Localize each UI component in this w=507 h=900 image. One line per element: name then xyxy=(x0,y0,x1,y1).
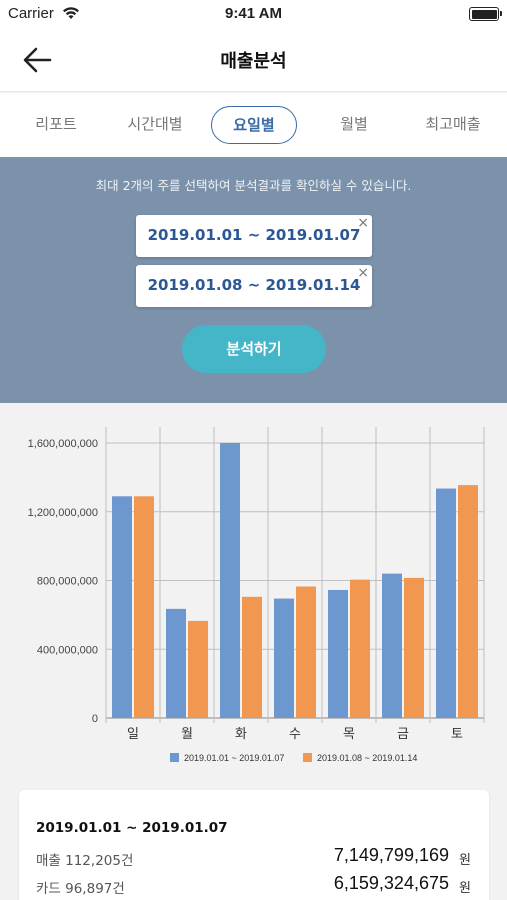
bar xyxy=(188,620,208,718)
clear-icon[interactable]: × xyxy=(357,215,369,231)
summary-row-sales: 매출 112,205건 7,149,799,169 원 xyxy=(36,845,471,869)
analyze-button[interactable]: 분석하기 xyxy=(182,325,326,373)
y-tick-label: 1,600,000,000 xyxy=(28,438,98,450)
week-range-1[interactable]: 2019.01.01 ~ 2019.01.07 × xyxy=(136,215,372,257)
bar xyxy=(328,589,348,718)
tab-weekday[interactable]: 요일별 xyxy=(211,106,297,144)
wifi-icon xyxy=(63,7,79,19)
bar xyxy=(404,577,424,718)
weekday-sales-chart: 0 400,000,000 800,000,000 1,200,000,000 1,60… xyxy=(0,403,507,780)
x-tick-label: 토 xyxy=(451,727,463,742)
legend-swatch xyxy=(303,753,312,762)
legend-label: 2019.01.01 ~ 2019.01.07 xyxy=(184,753,284,763)
bar xyxy=(242,596,262,718)
legend-label: 2019.01.08 ~ 2019.01.14 xyxy=(317,753,417,763)
bar xyxy=(350,579,370,718)
x-tick-label: 일 xyxy=(127,727,139,742)
sales-amount: 7,149,799,169 xyxy=(333,845,449,865)
summary-row-card: 카드 96,897건 6,159,324,675 원 xyxy=(36,873,471,897)
bar xyxy=(296,586,316,718)
tab-top-sales[interactable]: 최고매출 xyxy=(425,115,481,133)
x-tick-label: 목 xyxy=(343,727,355,742)
bar xyxy=(112,496,132,718)
x-tick-label: 화 xyxy=(235,727,247,742)
tab-hourly[interactable]: 시간대별 xyxy=(127,115,183,133)
legend-swatch xyxy=(170,753,179,762)
x-tick-label: 수 xyxy=(289,727,301,742)
bar xyxy=(134,496,154,718)
bar xyxy=(220,443,240,718)
bar xyxy=(458,485,478,718)
week-range-2[interactable]: 2019.01.08 ~ 2019.01.14 × xyxy=(136,265,372,307)
bar xyxy=(436,488,456,718)
card-amount: 6,159,324,675 xyxy=(333,873,449,893)
x-tick-label: 월 xyxy=(181,727,193,742)
sales-count-label: 매출 112,205건 xyxy=(36,853,134,869)
y-tick-label: 800,000,000 xyxy=(37,576,98,588)
tab-bar: 리포트 시간대별 요일별 월별 최고매출 xyxy=(0,93,507,157)
y-tick-label: 400,000,000 xyxy=(37,644,98,656)
tab-report[interactable]: 리포트 xyxy=(35,115,77,133)
status-bar: Carrier 9:41 AM xyxy=(0,0,507,28)
currency-unit: 원 xyxy=(459,853,471,868)
week-range-2-text: 2019.01.08 ~ 2019.01.14 xyxy=(147,276,361,294)
week-filter-panel: 최대 2개의 주를 선택하여 분석결과를 확인하실 수 있습니다. 2019.0… xyxy=(0,157,507,403)
summary-card: 2019.01.01 ~ 2019.01.07 매출 112,205건 7,14… xyxy=(19,790,489,900)
y-tick-label: 1,200,000,000 xyxy=(28,507,98,519)
filter-notice: 최대 2개의 주를 선택하여 분석결과를 확인하실 수 있습니다. xyxy=(95,178,412,193)
tab-monthly[interactable]: 월별 xyxy=(340,115,368,133)
carrier-label: Carrier xyxy=(8,5,54,22)
bar xyxy=(382,573,402,718)
x-tick-label: 금 xyxy=(397,727,409,742)
clear-icon[interactable]: × xyxy=(357,265,369,281)
battery-icon xyxy=(469,7,502,21)
y-tick-label: 0 xyxy=(92,713,98,725)
chart-svg: 0 400,000,000 800,000,000 1,200,000,000 1,60… xyxy=(28,427,485,763)
clock: 9:41 AM xyxy=(225,5,282,22)
navigation-bar: 매출분석 xyxy=(0,28,507,92)
currency-unit: 원 xyxy=(459,881,471,896)
summary-range: 2019.01.01 ~ 2019.01.07 xyxy=(36,820,228,836)
page-title: 매출분석 xyxy=(220,51,287,72)
bar xyxy=(166,608,186,718)
back-arrow-icon[interactable] xyxy=(20,44,56,76)
bar xyxy=(274,598,294,718)
week-range-1-text: 2019.01.01 ~ 2019.01.07 xyxy=(147,226,361,244)
card-count-label: 카드 96,897건 xyxy=(36,881,125,897)
